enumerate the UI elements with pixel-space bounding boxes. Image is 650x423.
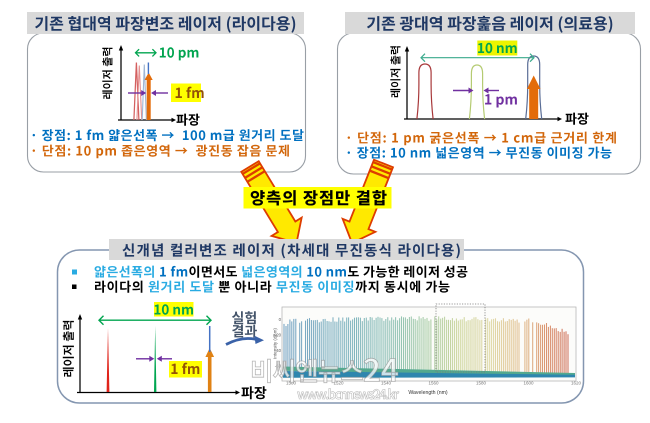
- svg-text:1600: 1600: [523, 381, 534, 386]
- svg-text:1560: 1560: [428, 381, 439, 386]
- svg-text:0: 0: [279, 317, 282, 322]
- svg-text:-40: -40: [275, 348, 282, 353]
- svg-text:Intensity (dBm): Intensity (dBm): [273, 328, 278, 359]
- svg-text:-20: -20: [275, 333, 282, 338]
- svg-text:1540: 1540: [381, 381, 392, 386]
- svg-text:1520: 1520: [333, 381, 344, 386]
- svg-text:1620: 1620: [571, 381, 582, 386]
- svg-text:1580: 1580: [476, 381, 487, 386]
- svg-text:Wavelength (nm): Wavelength (nm): [408, 390, 448, 396]
